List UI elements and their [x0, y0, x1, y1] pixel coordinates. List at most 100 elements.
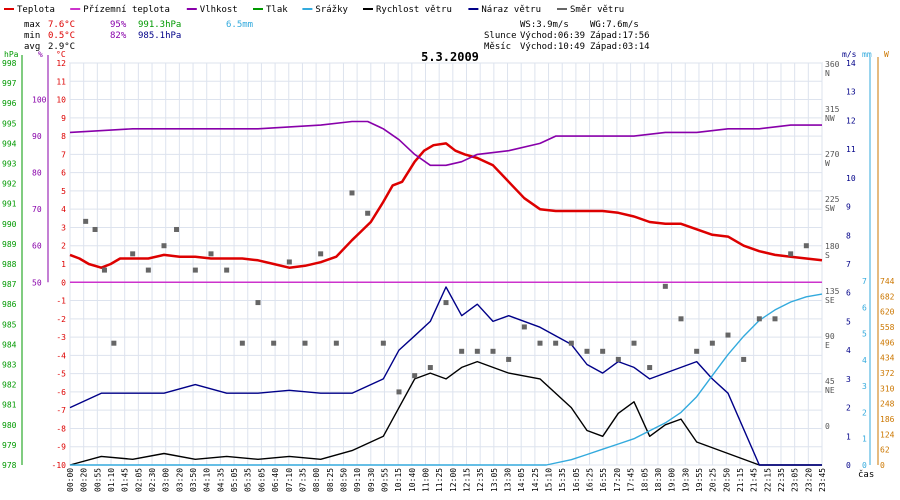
- info-ws: WS:3.9m/s: [520, 20, 569, 30]
- stat-min-temp: 0.5°C: [48, 31, 75, 41]
- x-tick-label: 18:30: [654, 468, 663, 492]
- x-tick-label: 01:10: [107, 468, 116, 492]
- x-tick-label: 05:35: [244, 468, 253, 492]
- hpa-tick-label: 983: [2, 361, 17, 370]
- mm-tick-label: 6: [862, 303, 867, 312]
- dir-tick-name: SE: [825, 296, 835, 305]
- dir-tick-name: S: [825, 251, 830, 260]
- ms-tick-label: 10: [846, 174, 856, 183]
- x-tick-label: 22:15: [763, 468, 772, 492]
- hpa-tick-label: 994: [2, 139, 17, 148]
- wind-direction-point: [585, 349, 590, 354]
- x-tick-label: 15:35: [558, 468, 567, 492]
- wind-direction-point: [444, 300, 449, 305]
- x-tick-label: 11:00: [421, 468, 430, 492]
- wind-direction-point: [757, 316, 762, 321]
- stat-max-press: 991.3hPa: [138, 20, 181, 30]
- w-axis-title: W: [884, 50, 889, 59]
- temp-tick-label: -7: [56, 406, 66, 415]
- temp-tick-label: 4: [61, 205, 66, 214]
- wind-direction-point: [506, 357, 511, 362]
- w-tick-label: 186: [880, 415, 895, 424]
- info-wg: WG:7.6m/s: [590, 20, 639, 30]
- ms-tick-label: 1: [846, 432, 851, 441]
- wind-direction-point: [553, 341, 558, 346]
- hpa-tick-label: 996: [2, 99, 17, 108]
- x-tick-label: 19:00: [668, 468, 677, 492]
- wind-direction-point: [334, 341, 339, 346]
- dir-tick-name: E: [825, 341, 830, 350]
- temp-tick-label: -5: [56, 370, 66, 379]
- hpa-tick-label: 997: [2, 79, 17, 88]
- wind-direction-point: [804, 243, 809, 248]
- x-tick-label: 17:45: [627, 468, 636, 492]
- x-tick-label: 14:05: [517, 468, 526, 492]
- hpa-tick-label: 986: [2, 300, 17, 309]
- dir-tick-value: 90: [825, 332, 835, 341]
- dir-tick-name: SW: [825, 204, 835, 213]
- legend-label-rychlost: Rychlost větru: [376, 5, 452, 15]
- ms-tick-label: 11: [846, 145, 856, 154]
- x-tick-label: 04:10: [203, 468, 212, 492]
- hpa-tick-label: 989: [2, 240, 17, 249]
- wind-direction-point: [491, 349, 496, 354]
- hpa-tick-label: 979: [2, 441, 17, 450]
- legend-label-srazky: Srážky: [315, 5, 348, 15]
- legend-label-vlhkost: Vlhkost: [200, 5, 238, 15]
- x-tick-label: 07:10: [285, 468, 294, 492]
- stat-rain: 6.5mm: [226, 20, 253, 30]
- mm-tick-label: 0: [862, 461, 867, 470]
- w-tick-label: 682: [880, 292, 895, 301]
- hpa-tick-label: 980: [2, 421, 17, 430]
- wind-direction-point: [240, 341, 245, 346]
- wind-direction-point: [365, 211, 370, 216]
- x-tick-label: 18:05: [640, 468, 649, 492]
- ms-tick-label: 0: [846, 461, 851, 470]
- x-tick-label: 05:05: [230, 468, 239, 492]
- pct-tick-label: 100: [32, 96, 47, 105]
- wind-direction-point: [350, 190, 355, 195]
- dir-tick-value: 270: [825, 150, 840, 159]
- wind-direction-point: [130, 251, 135, 256]
- hpa-tick-label: 998: [2, 59, 17, 68]
- wind-direction-point: [412, 373, 417, 378]
- ms-tick-label: 14: [846, 59, 856, 68]
- temp-tick-label: 5: [61, 187, 66, 196]
- x-tick-label: 09:10: [353, 468, 362, 492]
- temp-tick-label: 1: [61, 260, 66, 269]
- dir-tick-value: 45: [825, 377, 835, 386]
- wind-direction-point: [83, 219, 88, 224]
- mm-tick-label: 2: [862, 408, 867, 417]
- temp-tick-label: -9: [56, 443, 66, 452]
- wind-direction-point: [616, 357, 621, 362]
- x-tick-label: 23:45: [818, 468, 827, 492]
- info-slunce: Slunce: [484, 31, 517, 41]
- x-tick-label: 08:00: [312, 468, 321, 492]
- x-tick-label: 06:40: [271, 468, 280, 492]
- x-tick-label: 08:50: [339, 468, 348, 492]
- dir-tick-name: N: [825, 69, 830, 78]
- x-tick-label: 00:00: [66, 468, 75, 492]
- temp-tick-label: -8: [56, 424, 66, 433]
- x-tick-label: 03:00: [162, 468, 171, 492]
- x-tick-label: 13:05: [490, 468, 499, 492]
- ms-tick-label: 9: [846, 203, 851, 212]
- w-tick-label: 558: [880, 323, 895, 332]
- x-tick-label: 09:30: [367, 468, 376, 492]
- x-tick-label: 10:15: [394, 468, 403, 492]
- x-tick-label: 21:45: [750, 468, 759, 492]
- wind-direction-point: [102, 268, 107, 273]
- x-tick-label: 19:30: [681, 468, 690, 492]
- temp-tick-label: 9: [61, 114, 66, 123]
- x-tick-label: 12:35: [476, 468, 485, 492]
- pct-tick-label: 90: [32, 132, 42, 141]
- w-tick-label: 0: [880, 461, 885, 470]
- legend-label-tlak: Tlak: [266, 5, 288, 15]
- dir-tick-value: 315: [825, 105, 840, 114]
- wind-direction-point: [193, 268, 198, 273]
- x-tick-label: 16:25: [586, 468, 595, 492]
- hpa-tick-label: 993: [2, 160, 17, 169]
- temp-tick-label: -4: [56, 351, 66, 360]
- hpa-tick-label: 987: [2, 280, 17, 289]
